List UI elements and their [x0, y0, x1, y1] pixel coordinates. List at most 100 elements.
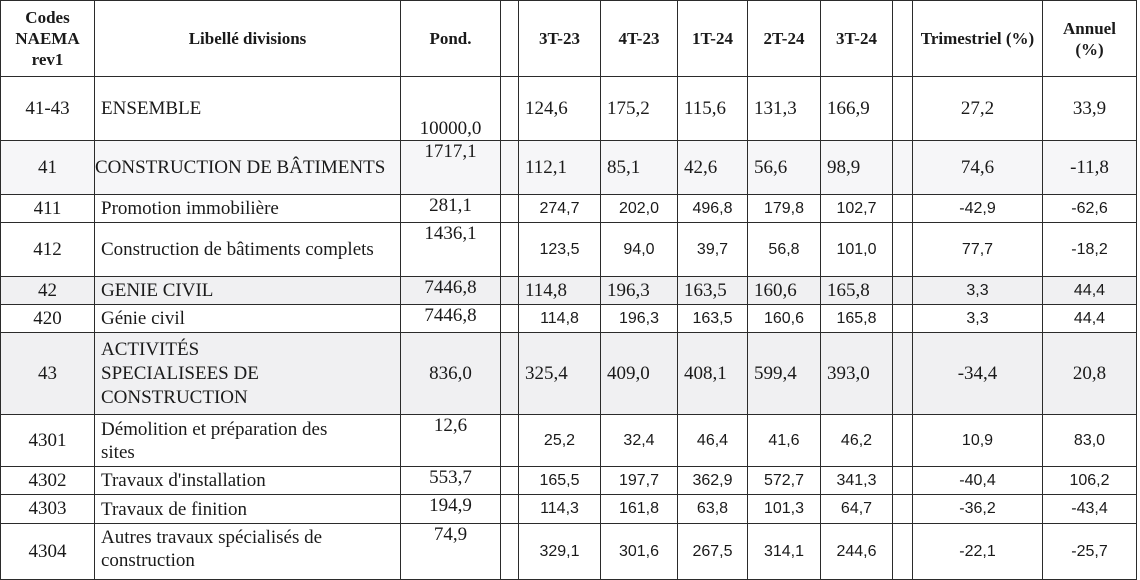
- row-value-3T-23: 123,5: [518, 222, 601, 277]
- row-label: ENSEMBLE: [94, 76, 401, 141]
- row-value-4T-23: 161,8: [600, 494, 678, 524]
- row-value-2T-24: 41,6: [747, 414, 821, 467]
- row-value-1T-24: 163,5: [677, 304, 748, 333]
- row-value-3T-23: 114,8: [518, 276, 601, 305]
- row-value-3T-24: 165,8: [820, 304, 893, 333]
- row-code: 42: [0, 276, 95, 305]
- row-value-2T-24: 179,8: [747, 194, 821, 223]
- row-trimestriel: 3,3: [912, 304, 1043, 333]
- row-value-1T-24: 362,9: [677, 466, 748, 495]
- row-spacer: [892, 276, 913, 305]
- row-value-2T-24: 160,6: [747, 304, 821, 333]
- table-header-row: Codes NAEMA rev1 Libellé divisions Pond.…: [0, 0, 1137, 77]
- row-pond: 1717,1: [400, 140, 501, 195]
- row-annuel: -25,7: [1042, 523, 1137, 580]
- row-code: 4302: [0, 466, 95, 495]
- row-value-3T-23: 114,3: [518, 494, 601, 524]
- row-spacer: [892, 332, 913, 415]
- row-spacer: [500, 332, 519, 415]
- row-annuel: -62,6: [1042, 194, 1137, 223]
- row-value-3T-24: 341,3: [820, 466, 893, 495]
- header-code: Codes NAEMA rev1: [0, 0, 95, 77]
- row-value-1T-24: 408,1: [677, 332, 748, 415]
- row-code: 4304: [0, 523, 95, 580]
- row-pond: 194,9: [400, 494, 501, 524]
- row-spacer: [892, 523, 913, 580]
- row-value-4T-23: 409,0: [600, 332, 678, 415]
- row-label: Promotion immobilière: [94, 194, 401, 223]
- row-pond: 74,9: [400, 523, 501, 580]
- row-label: ACTIVITÉS SPECIALISEES DE CONSTRUCTION: [94, 332, 401, 415]
- row-spacer: [892, 494, 913, 524]
- header-period-5: 3T-24: [820, 0, 893, 77]
- row-label: GENIE CIVIL: [94, 276, 401, 305]
- table-row: 43 ACTIVITÉS SPECIALISEES DE CONSTRUCTIO…: [0, 332, 1137, 415]
- header-pond: Pond.: [400, 0, 501, 77]
- row-code: 4303: [0, 494, 95, 524]
- row-annuel: 83,0: [1042, 414, 1137, 467]
- row-value-2T-24: 599,4: [747, 332, 821, 415]
- row-trimestriel: 3,3: [912, 276, 1043, 305]
- row-code: 411: [0, 194, 95, 223]
- row-annuel: -43,4: [1042, 494, 1137, 524]
- row-code: 420: [0, 304, 95, 333]
- row-annuel: 106,2: [1042, 466, 1137, 495]
- row-spacer: [892, 222, 913, 277]
- row-pond: 10000,0: [400, 76, 501, 141]
- row-spacer: [500, 140, 519, 195]
- table-row: 41-43 ENSEMBLE 10000,0 124,6 175,2 115,6…: [0, 76, 1137, 141]
- row-value-3T-24: 393,0: [820, 332, 893, 415]
- row-spacer: [500, 76, 519, 141]
- header-spacer: [892, 0, 913, 77]
- row-spacer: [892, 76, 913, 141]
- row-code: 41: [0, 140, 95, 195]
- row-value-4T-23: 175,2: [600, 76, 678, 141]
- row-label: CONSTRUCTION DE BÂTIMENTS: [94, 140, 401, 195]
- row-value-2T-24: 101,3: [747, 494, 821, 524]
- row-pond: 281,1: [400, 194, 501, 223]
- row-value-2T-24: 314,1: [747, 523, 821, 580]
- table-row: 41 CONSTRUCTION DE BÂTIMENTS 1717,1 112,…: [0, 140, 1137, 195]
- row-value-3T-23: 329,1: [518, 523, 601, 580]
- row-value-3T-24: 101,0: [820, 222, 893, 277]
- header-spacer: [500, 0, 519, 77]
- row-trimestriel: 10,9: [912, 414, 1043, 467]
- row-trimestriel: 77,7: [912, 222, 1043, 277]
- row-value-3T-23: 124,6: [518, 76, 601, 141]
- row-label: Travaux d'installation: [94, 466, 401, 495]
- header-period-3: 1T-24: [677, 0, 748, 77]
- row-spacer: [500, 276, 519, 305]
- row-spacer: [500, 194, 519, 223]
- header-label: Libellé divisions: [94, 0, 401, 77]
- row-value-3T-24: 46,2: [820, 414, 893, 467]
- row-annuel: 44,4: [1042, 276, 1137, 305]
- row-trimestriel: 74,6: [912, 140, 1043, 195]
- row-spacer: [892, 194, 913, 223]
- row-value-3T-24: 244,6: [820, 523, 893, 580]
- row-value-4T-23: 85,1: [600, 140, 678, 195]
- row-value-1T-24: 63,8: [677, 494, 748, 524]
- row-value-1T-24: 42,6: [677, 140, 748, 195]
- row-value-4T-23: 202,0: [600, 194, 678, 223]
- row-label: Démolition et préparation des sites: [94, 414, 401, 467]
- row-value-1T-24: 115,6: [677, 76, 748, 141]
- row-pond: 553,7: [400, 466, 501, 495]
- row-trimestriel: -42,9: [912, 194, 1043, 223]
- row-value-1T-24: 267,5: [677, 523, 748, 580]
- row-spacer: [500, 414, 519, 467]
- row-spacer: [500, 222, 519, 277]
- header-period-2: 4T-23: [600, 0, 678, 77]
- row-value-1T-24: 39,7: [677, 222, 748, 277]
- row-annuel: 33,9: [1042, 76, 1137, 141]
- row-value-4T-23: 32,4: [600, 414, 678, 467]
- row-value-2T-24: 56,6: [747, 140, 821, 195]
- row-value-3T-24: 98,9: [820, 140, 893, 195]
- table-row: 42 GENIE CIVIL 7446,8 114,8 196,3 163,5 …: [0, 276, 1137, 305]
- header-period-1: 3T-23: [518, 0, 601, 77]
- row-value-4T-23: 94,0: [600, 222, 678, 277]
- row-value-2T-24: 572,7: [747, 466, 821, 495]
- row-label: Travaux de finition: [94, 494, 401, 524]
- row-value-1T-24: 496,8: [677, 194, 748, 223]
- row-value-2T-24: 56,8: [747, 222, 821, 277]
